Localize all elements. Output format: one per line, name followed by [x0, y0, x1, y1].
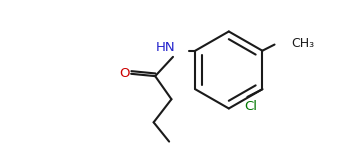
Text: O: O	[120, 67, 130, 80]
Text: HN: HN	[156, 41, 175, 54]
Text: Cl: Cl	[244, 100, 257, 113]
Text: CH₃: CH₃	[292, 37, 315, 49]
